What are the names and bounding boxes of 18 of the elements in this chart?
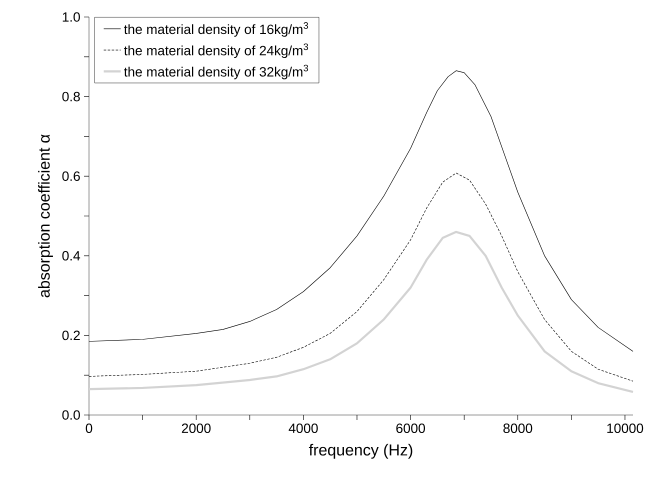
x-axis-title: frequency (Hz)	[308, 444, 412, 459]
y-tick-label: 0.2	[62, 330, 80, 340]
y-tick-label: 0.4	[62, 251, 80, 261]
y-tick-label: 1.0	[62, 12, 80, 22]
x-tick-label: 0	[86, 424, 92, 434]
legend-label: the material density of 32kg/m$^{3}$	[124, 64, 308, 80]
y-axis-title: absorption coefficient α	[38, 134, 53, 298]
legend-label: the material density of 24kg/m$^{3}$	[124, 43, 308, 58]
x-tick-label: 6000	[396, 424, 426, 434]
x-tick-label: 8000	[503, 424, 532, 434]
x-tick-label: 4000	[288, 424, 318, 434]
x-tick-label: 10000	[607, 424, 644, 434]
y-tick-label: 0.8	[62, 92, 80, 102]
line-series	[88, 230, 634, 394]
y-tick-label: 0.0	[62, 410, 80, 420]
y-tick-label: 0.6	[62, 171, 80, 181]
legend-label: the material density of 16kg/m$^{3}$	[124, 22, 308, 37]
x-tick-label: 2000	[182, 424, 211, 434]
